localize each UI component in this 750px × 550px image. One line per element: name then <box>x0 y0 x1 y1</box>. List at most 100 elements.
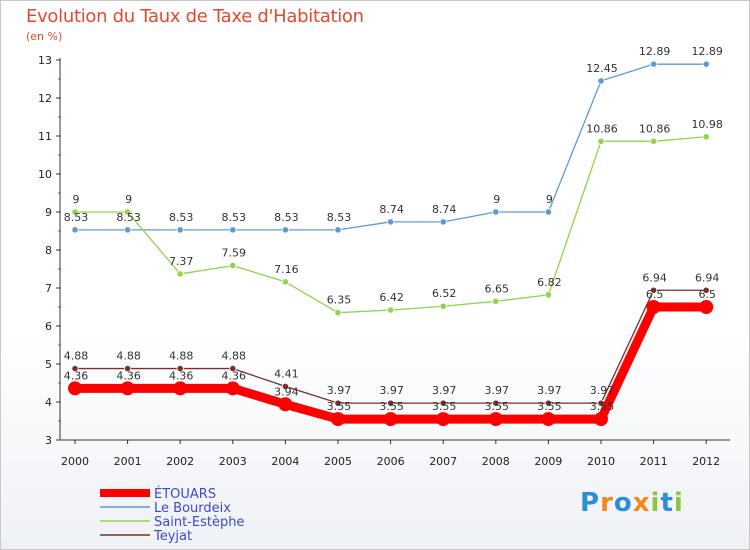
data-point <box>386 218 395 226</box>
series-le-bourdeix <box>71 60 710 234</box>
data-label: 8.53 <box>222 211 247 224</box>
data-point <box>597 137 605 145</box>
data-point <box>281 382 289 391</box>
data-label: 6.35 <box>327 294 352 307</box>
data-point <box>492 297 500 305</box>
x-tick-label: 2006 <box>377 455 405 468</box>
data-point <box>646 300 661 314</box>
data-point <box>649 60 658 68</box>
y-tick-label: 9 <box>45 206 52 219</box>
data-point <box>702 60 710 68</box>
y-tick-label: 13 <box>38 54 52 67</box>
data-label: 10.98 <box>691 118 723 131</box>
data-point <box>702 286 710 294</box>
data-point <box>544 291 553 299</box>
logo-letter: i <box>673 488 684 518</box>
data-label: 3.97 <box>432 384 457 397</box>
data-point <box>71 364 79 373</box>
data-point <box>71 226 79 234</box>
data-label: 6.42 <box>379 291 404 304</box>
data-label: 3.97 <box>327 384 352 397</box>
data-point <box>124 226 132 234</box>
data-point <box>488 412 503 427</box>
x-tick-label: 2011 <box>640 455 668 468</box>
data-label: 6.94 <box>695 271 720 284</box>
data-point <box>225 381 240 396</box>
data-point <box>544 399 553 407</box>
data-label: 8.53 <box>64 211 89 224</box>
data-label: 3.55 <box>485 400 510 413</box>
data-label: 9 <box>546 193 553 206</box>
data-point <box>176 226 184 234</box>
data-label: 8.53 <box>274 211 299 224</box>
data-label: 7.59 <box>222 247 247 260</box>
data-label: 9 <box>73 193 80 206</box>
y-tick-label: 12 <box>38 92 52 105</box>
x-tick-label: 2012 <box>692 455 720 468</box>
data-point <box>229 364 237 373</box>
data-label: 7.37 <box>169 255 194 268</box>
x-tick-label: 2007 <box>429 455 457 468</box>
data-label: 6.65 <box>485 282 510 295</box>
data-point <box>541 412 556 427</box>
y-tick-label: 8 <box>45 244 52 257</box>
labels--touars: 4.36 4.36 4.36 4.36 3.94 3.55 3.55 3.55 3.55 3.55… <box>64 288 716 413</box>
data-label: 12.89 <box>691 45 723 58</box>
data-label: 8.53 <box>169 211 194 224</box>
data-point <box>229 261 237 270</box>
data-label: 8.74 <box>379 203 404 216</box>
data-point <box>702 133 710 141</box>
data-label: 9 <box>125 193 132 206</box>
data-label: 6.82 <box>537 276 562 289</box>
data-point <box>649 137 658 145</box>
x-tick-label: 2008 <box>482 455 510 468</box>
data-point <box>386 399 395 407</box>
data-label: 3.55 <box>327 400 352 413</box>
data-label: 3.55 <box>590 400 615 413</box>
y-tick-label: 7 <box>45 282 52 295</box>
data-label: 3.97 <box>537 384 562 397</box>
data-label: 4.88 <box>64 350 89 363</box>
legend-label: Le Bourdeix <box>154 501 231 516</box>
data-point <box>176 364 184 373</box>
data-point <box>334 226 342 234</box>
data-point <box>176 270 184 278</box>
data-point <box>334 399 342 407</box>
data-label: 4.41 <box>274 367 299 380</box>
y-tick-label: 4 <box>45 396 52 409</box>
x-tick-label: 2009 <box>534 455 562 468</box>
data-point <box>383 412 398 427</box>
data-label: 4.36 <box>169 369 194 382</box>
data-point <box>124 208 132 216</box>
logo-letter: P <box>580 488 601 518</box>
y-tick-label: 10 <box>38 168 52 181</box>
data-point <box>649 286 658 294</box>
data-point <box>439 218 447 226</box>
data-point <box>120 381 135 396</box>
data-label: 4.88 <box>222 350 247 363</box>
data-label: 4.88 <box>116 350 141 363</box>
data-label: 3.55 <box>537 400 562 413</box>
data-point <box>436 412 451 427</box>
data-point <box>334 309 342 317</box>
data-label: 6.5 <box>646 288 664 301</box>
data-point <box>281 226 289 234</box>
data-point <box>124 364 132 373</box>
data-label: 12.45 <box>586 62 618 75</box>
data-label: 3.55 <box>432 400 457 413</box>
data-point <box>173 381 188 396</box>
data-label: 3.94 <box>274 385 299 398</box>
x-tick-label: 2004 <box>271 455 299 468</box>
labels-saint-est-phe: 9 9 7.37 7.59 7.16 6.35 6.42 6.52 6.65 6.82 10.86 1… <box>73 118 723 307</box>
data-point <box>281 278 289 286</box>
y-tick-label: 5 <box>45 358 52 371</box>
data-label: 6.94 <box>642 271 667 284</box>
labels-le-bourdeix: 8.53 8.53 8.53 8.53 8.53 8.53 8.74 8.74 9 9 12.45 1… <box>64 45 723 224</box>
data-point <box>544 208 553 216</box>
x-tick-label: 2005 <box>324 455 352 468</box>
data-label: 4.36 <box>64 369 89 382</box>
logo-letter: t <box>660 488 674 518</box>
